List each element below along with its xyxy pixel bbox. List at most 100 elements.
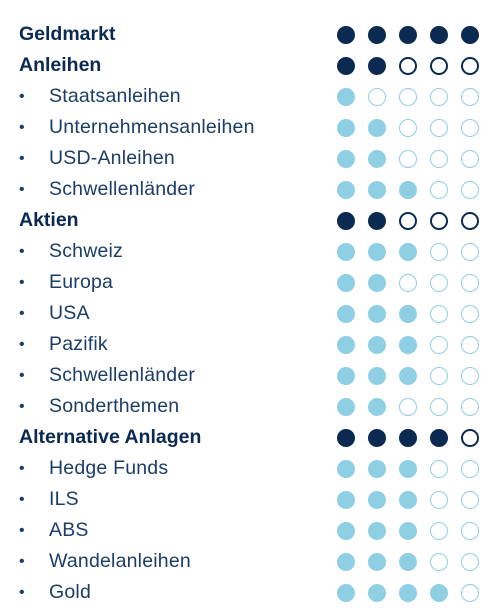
rating-dots <box>337 484 479 515</box>
subcategory-row: • ILS <box>19 484 479 515</box>
rating-dots <box>337 391 479 422</box>
empty-dot-icon <box>430 149 448 168</box>
bullet-icon: • <box>19 274 25 291</box>
empty-dot-icon <box>430 521 448 540</box>
subcategory-row: • Pazifik <box>19 329 479 360</box>
empty-dot-icon <box>430 118 448 137</box>
empty-dot-icon <box>399 87 417 106</box>
category-label: Alternative Anlagen <box>19 422 201 453</box>
bullet-icon: • <box>19 150 25 167</box>
bullet-icon: • <box>19 243 25 260</box>
empty-dot-icon <box>399 211 417 230</box>
bullet-icon: • <box>19 584 25 601</box>
filled-dot-icon <box>430 583 448 602</box>
bullet-icon: • <box>19 460 25 477</box>
empty-dot-icon <box>399 149 417 168</box>
rating-dots <box>337 422 479 453</box>
bullet-icon: • <box>19 119 25 136</box>
rating-dots <box>337 360 479 391</box>
row-label-text: Europa <box>49 271 114 293</box>
subcategory-row: • Wandelanleihen <box>19 546 479 577</box>
row-label-text: Geldmarkt <box>19 23 116 45</box>
category-row: Anleihen <box>19 50 479 81</box>
filled-dot-icon <box>337 366 355 385</box>
empty-dot-icon <box>461 459 479 478</box>
filled-dot-icon <box>368 366 386 385</box>
empty-dot-icon <box>461 397 479 416</box>
bullet-icon: • <box>19 367 25 384</box>
empty-dot-icon <box>399 56 417 75</box>
empty-dot-icon <box>430 180 448 199</box>
row-label-text: Alternative Anlagen <box>19 426 202 448</box>
filled-dot-icon <box>368 273 386 292</box>
empty-dot-icon <box>461 521 479 540</box>
filled-dot-icon <box>368 459 386 478</box>
subcategory-label: Sonderthemen <box>49 391 179 422</box>
filled-dot-icon <box>368 180 386 199</box>
filled-dot-icon <box>368 304 386 323</box>
row-label-text: Schweiz <box>49 240 124 262</box>
subcategory-label: Schweiz <box>49 236 123 267</box>
rating-dots <box>337 81 479 112</box>
filled-dot-icon <box>399 242 417 261</box>
rating-dots <box>337 329 479 360</box>
filled-dot-icon <box>430 25 448 44</box>
empty-dot-icon <box>461 552 479 571</box>
empty-dot-icon <box>399 118 417 137</box>
filled-dot-icon <box>337 242 355 261</box>
rating-dots <box>337 577 479 608</box>
filled-dot-icon <box>337 87 355 106</box>
subcategory-label: Hedge Funds <box>49 453 168 484</box>
subcategory-label: Gold <box>49 577 91 608</box>
subcategory-label: Staatsanleihen <box>49 81 181 112</box>
filled-dot-icon <box>337 180 355 199</box>
subcategory-label: ABS <box>49 515 89 546</box>
row-label-text: Schwellenländer <box>49 178 196 200</box>
subcategory-label: ILS <box>49 484 79 515</box>
row-label-text: Anleihen <box>19 54 102 76</box>
row-label-text: Gold <box>49 581 91 603</box>
filled-dot-icon <box>399 180 417 199</box>
empty-dot-icon <box>368 87 386 106</box>
filled-dot-icon <box>368 56 386 75</box>
empty-dot-icon <box>430 490 448 509</box>
row-label-text: Aktien <box>19 209 79 231</box>
empty-dot-icon <box>461 118 479 137</box>
filled-dot-icon <box>368 521 386 540</box>
subcategory-label: Europa <box>49 267 113 298</box>
filled-dot-icon <box>368 149 386 168</box>
row-label-text: Pazifik <box>49 333 108 355</box>
empty-dot-icon <box>430 87 448 106</box>
filled-dot-icon <box>399 335 417 354</box>
empty-dot-icon <box>399 273 417 292</box>
empty-dot-icon <box>430 335 448 354</box>
empty-dot-icon <box>430 304 448 323</box>
rating-dots <box>337 205 479 236</box>
rating-dots <box>337 143 479 174</box>
filled-dot-icon <box>368 552 386 571</box>
empty-dot-icon <box>430 366 448 385</box>
subcategory-row: • Schwellenländer <box>19 360 479 391</box>
filled-dot-icon <box>368 583 386 602</box>
filled-dot-icon <box>368 118 386 137</box>
subcategory-row: • Hedge Funds <box>19 453 479 484</box>
filled-dot-icon <box>337 552 355 571</box>
filled-dot-icon <box>337 273 355 292</box>
subcategory-label: Schwellenländer <box>49 174 195 205</box>
filled-dot-icon <box>337 428 355 447</box>
filled-dot-icon <box>337 25 355 44</box>
rating-dots <box>337 19 479 50</box>
filled-dot-icon <box>337 56 355 75</box>
subcategory-label: Wandelanleihen <box>49 546 191 577</box>
category-label: Geldmarkt <box>19 19 115 50</box>
bullet-icon: • <box>19 305 25 322</box>
subcategory-row: • ABS <box>19 515 479 546</box>
subcategory-row: • Staatsanleihen <box>19 81 479 112</box>
empty-dot-icon <box>430 211 448 230</box>
filled-dot-icon <box>368 25 386 44</box>
category-label: Aktien <box>19 205 79 236</box>
rating-dots <box>337 50 479 81</box>
filled-dot-icon <box>430 428 448 447</box>
filled-dot-icon <box>337 459 355 478</box>
empty-dot-icon <box>461 87 479 106</box>
